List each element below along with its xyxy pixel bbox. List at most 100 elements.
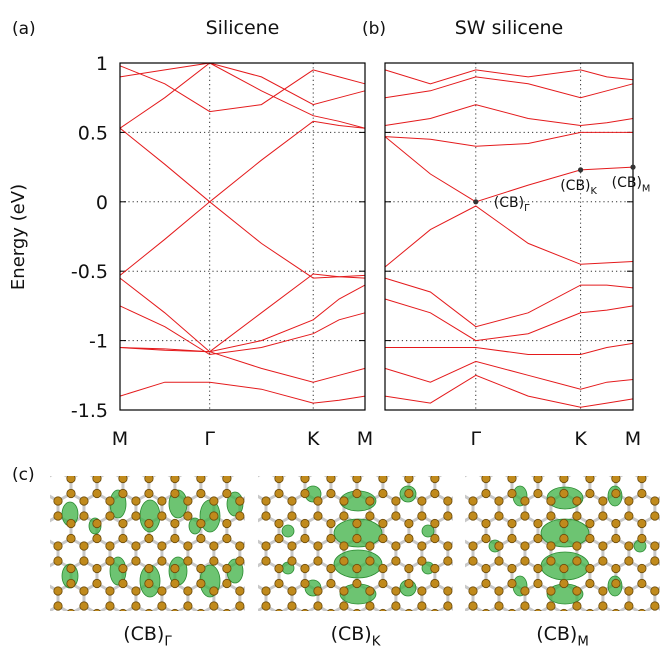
atom	[443, 541, 453, 551]
bond	[240, 471, 253, 479]
atom	[392, 467, 400, 475]
atom	[546, 511, 556, 521]
annotation-text: (CB)	[123, 623, 164, 645]
atom	[274, 488, 284, 499]
atom	[222, 518, 232, 529]
atom	[650, 556, 660, 566]
atom	[236, 452, 244, 460]
atom	[119, 608, 127, 611]
atom	[157, 496, 167, 506]
annotation-subscript: M	[577, 635, 588, 649]
bond	[58, 629, 71, 637]
bond	[603, 629, 616, 637]
bond	[603, 449, 616, 457]
atom	[431, 444, 439, 452]
bond	[448, 449, 461, 457]
atom	[79, 586, 89, 596]
bond	[58, 449, 71, 457]
bond	[590, 449, 603, 457]
atom	[456, 444, 464, 452]
bond	[258, 476, 261, 478]
atom	[80, 467, 88, 475]
panel-label: (c)	[12, 465, 35, 485]
atom	[145, 444, 153, 452]
bond	[447, 629, 460, 637]
annotation-point	[473, 199, 479, 205]
bond	[97, 449, 110, 457]
atom	[249, 489, 257, 497]
atom	[301, 608, 309, 611]
lattice-image	[28, 444, 266, 637]
band-line	[384, 104, 634, 127]
atom	[521, 467, 529, 475]
atom	[547, 467, 555, 475]
atom	[572, 511, 582, 521]
bond	[292, 629, 305, 637]
atom	[456, 579, 464, 587]
atom	[300, 578, 310, 589]
atom	[366, 452, 374, 460]
atom	[66, 563, 76, 574]
atom	[572, 556, 582, 566]
atom	[223, 624, 231, 632]
atom	[54, 452, 62, 460]
bond	[253, 471, 266, 479]
bond	[32, 606, 45, 614]
atom	[79, 556, 89, 566]
atom	[469, 452, 477, 460]
atom	[457, 609, 465, 617]
atom	[326, 476, 336, 484]
atom	[287, 586, 297, 596]
bond	[227, 449, 240, 457]
bond	[409, 449, 422, 457]
atom	[326, 488, 336, 499]
atom	[339, 601, 349, 611]
atom	[28, 602, 36, 610]
atom	[275, 444, 283, 452]
atom	[105, 541, 115, 551]
atom	[262, 467, 270, 475]
atom	[235, 511, 245, 521]
atom	[404, 518, 414, 529]
atom	[481, 533, 491, 544]
atom	[67, 624, 75, 632]
bond	[253, 629, 266, 637]
x-tick-label: Γ	[470, 428, 481, 450]
atom	[118, 518, 128, 529]
band-line	[119, 62, 366, 129]
bond	[240, 449, 253, 457]
chart-title: SW silicene	[455, 17, 564, 39]
atom	[547, 452, 555, 460]
atom	[520, 601, 530, 611]
atom	[184, 467, 192, 475]
y-tick-label: -1.5	[71, 400, 108, 422]
atom	[301, 624, 309, 632]
atom	[41, 444, 49, 452]
atom	[470, 452, 478, 460]
atom	[625, 632, 633, 640]
band-line	[384, 205, 634, 268]
annotation-text: (CB)	[560, 178, 590, 194]
atom	[261, 601, 271, 611]
atom	[495, 452, 503, 460]
lattice-image	[236, 444, 478, 637]
atom	[106, 467, 114, 475]
atom	[118, 476, 128, 484]
atom	[585, 578, 595, 589]
atom	[494, 586, 504, 596]
atom	[611, 488, 621, 499]
atom	[53, 586, 63, 596]
atom	[313, 556, 323, 566]
atom	[507, 533, 517, 544]
bond	[162, 449, 175, 457]
bond	[253, 449, 266, 457]
atom	[209, 556, 219, 566]
atom	[300, 533, 310, 544]
atom	[314, 467, 322, 475]
atom	[222, 488, 232, 499]
band-line	[119, 347, 366, 383]
atom	[481, 488, 491, 499]
atom	[92, 476, 102, 484]
atom	[637, 578, 647, 589]
bond	[616, 629, 629, 637]
